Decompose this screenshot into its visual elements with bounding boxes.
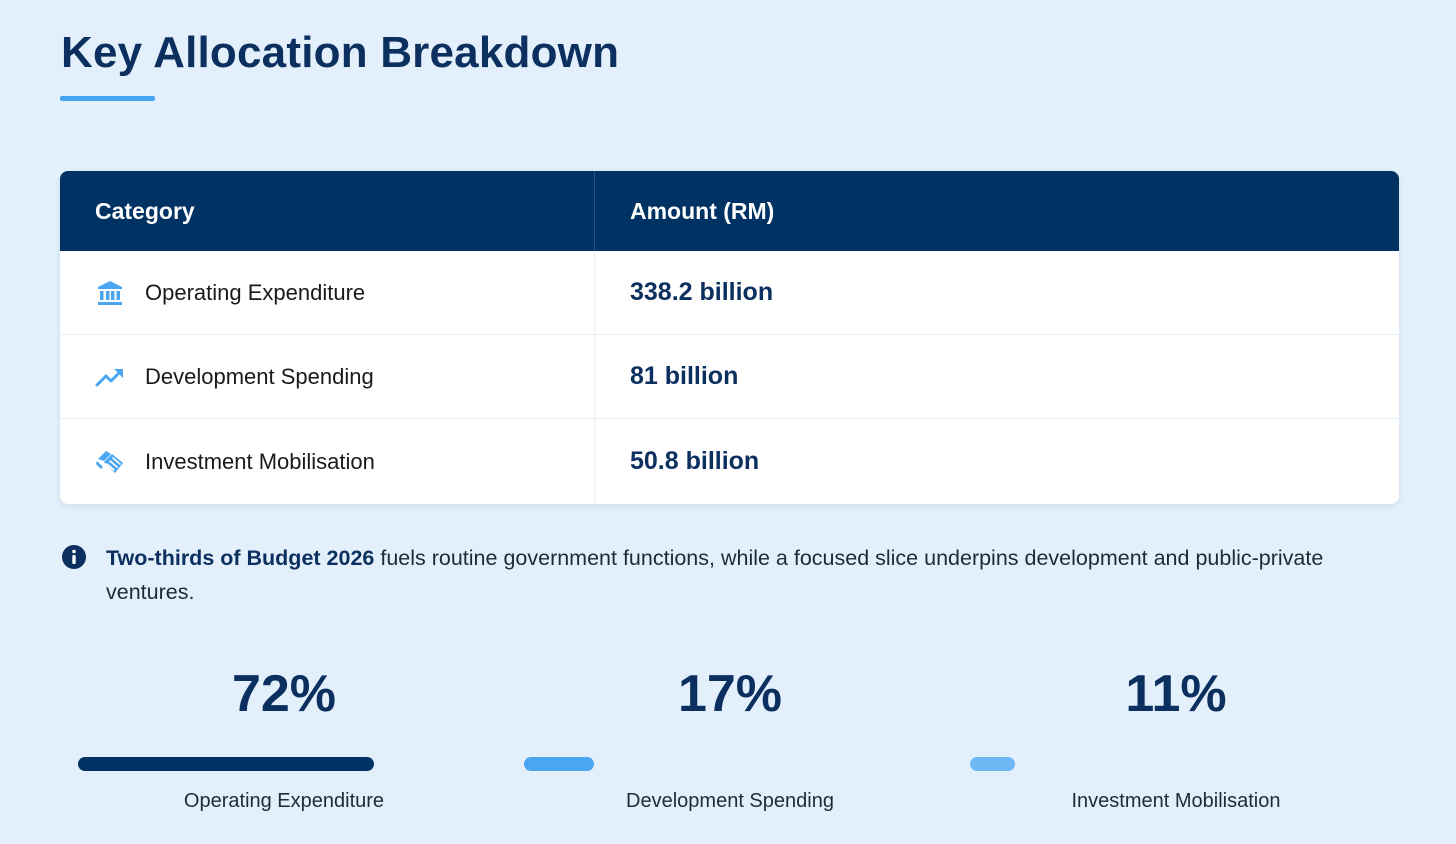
stat-value: 72% <box>231 665 337 723</box>
progress-track <box>524 757 940 771</box>
stat-value: 11% <box>1125 665 1227 723</box>
stat-value: 17% <box>677 665 783 723</box>
amount-value: 338.2 billion <box>630 278 774 306</box>
stat-label: Development Spending <box>626 790 834 812</box>
info-note: Two-thirds of Budget 2026 fuels routine … <box>61 541 1381 609</box>
amount-value: 50.8 billion <box>630 447 760 475</box>
note-body: fuels routine government functions, whil… <box>106 546 1324 604</box>
category-cell: Investment Mobilisation <box>60 419 595 504</box>
progress-track <box>78 757 378 771</box>
category-cell: Development Spending <box>60 335 595 418</box>
table-row: Operating Expenditure 338.2 billion <box>60 251 1399 335</box>
note-strong: Two-thirds of Budget 2026 <box>106 546 375 570</box>
progress-track <box>970 757 1386 771</box>
category-label: Development Spending <box>145 363 374 389</box>
category-cell: Operating Expenditure <box>60 251 595 334</box>
stat-label: Operating Expenditure <box>183 790 385 812</box>
bank-icon <box>95 278 125 308</box>
info-icon <box>62 545 86 569</box>
progress-bar <box>78 757 374 771</box>
header-amount: Amount (RM) <box>630 197 775 224</box>
stat-investment: 11% Investment Mobilisation <box>966 660 1386 812</box>
category-label: Operating Expenditure <box>145 279 366 305</box>
category-label: Investment Mobilisation <box>145 448 375 474</box>
table-row: Development Spending 81 billion <box>60 335 1399 419</box>
progress-bar <box>524 757 594 771</box>
amount-cell: 81 billion <box>595 335 1399 418</box>
progress-bar <box>970 757 1015 771</box>
table-header: Category Amount (RM) <box>60 171 1399 251</box>
amount-value: 81 billion <box>630 362 739 390</box>
allocation-table: Category Amount (RM) Operating Expenditu… <box>60 171 1399 504</box>
note-text: Two-thirds of Budget 2026 fuels routine … <box>106 541 1381 609</box>
title-underline <box>60 96 155 101</box>
header-category: Category <box>60 171 595 251</box>
stat-development: 17% Development Spending <box>520 660 940 812</box>
amount-cell: 338.2 billion <box>595 251 1399 334</box>
stat-operating: 72% Operating Expenditure <box>74 660 494 812</box>
stat-label: Investment Mobilisation <box>1071 790 1281 812</box>
handshake-icon <box>95 447 125 477</box>
page-title: Key Allocation Breakdown <box>61 28 620 77</box>
amount-cell: 50.8 billion <box>595 419 1399 504</box>
trending-up-icon <box>95 362 125 392</box>
table-row: Investment Mobilisation 50.8 billion <box>60 419 1399 504</box>
